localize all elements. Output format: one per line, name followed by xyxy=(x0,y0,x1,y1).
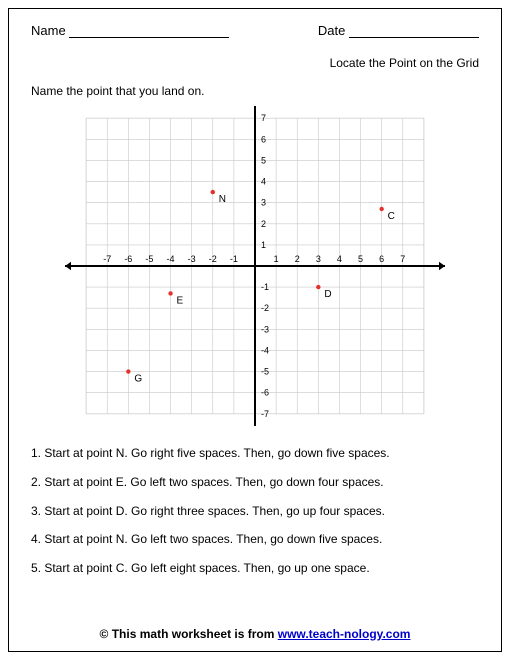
worksheet-sheet: Name Date Locate the Point on the Grid N… xyxy=(8,8,502,652)
question-item: 1. Start at point N. Go right five space… xyxy=(31,445,479,462)
prompt-text: Name the point that you land on. xyxy=(31,84,479,98)
footer-text: © This math worksheet is from xyxy=(100,627,278,641)
svg-text:2: 2 xyxy=(261,219,266,229)
coordinate-grid: -7 -6 -5 -4 -3 -2 -1 1 2 3 4 5 6 7 -7 -6 -5 -4 -3 -2 -1 1 2 3 4 5… xyxy=(55,106,455,429)
grid-svg: -7 -6 -5 -4 -3 -2 -1 1 2 3 4 5 6 7 -7 -6 -5 -4 -3 -2 -1 1 2 3 4 5… xyxy=(55,106,455,426)
svg-text:N: N xyxy=(219,194,226,205)
footer: © This math worksheet is from www.teach-… xyxy=(9,627,501,641)
svg-text:4: 4 xyxy=(337,254,342,264)
svg-text:G: G xyxy=(134,374,142,385)
date-label: Date xyxy=(318,23,345,38)
svg-text:-3: -3 xyxy=(188,254,196,264)
name-blank xyxy=(69,37,229,38)
question-item: 4. Start at point N. Go left two spaces.… xyxy=(31,531,479,548)
footer-link[interactable]: www.teach-nology.com xyxy=(278,627,411,641)
question-item: 5. Start at point C. Go left eight space… xyxy=(31,560,479,577)
svg-text:-2: -2 xyxy=(209,254,217,264)
svg-text:7: 7 xyxy=(400,254,405,264)
svg-text:3: 3 xyxy=(316,254,321,264)
svg-text:-7: -7 xyxy=(261,409,269,419)
date-blank xyxy=(349,37,479,38)
svg-text:-1: -1 xyxy=(261,282,269,292)
date-field: Date xyxy=(318,23,479,38)
svg-text:-3: -3 xyxy=(261,324,269,334)
question-list: 1. Start at point N. Go right five space… xyxy=(31,445,479,577)
svg-text:-5: -5 xyxy=(261,367,269,377)
svg-text:D: D xyxy=(324,289,331,300)
svg-text:-4: -4 xyxy=(261,345,269,355)
name-field: Name xyxy=(31,23,229,38)
svg-text:-6: -6 xyxy=(261,388,269,398)
svg-text:1: 1 xyxy=(261,240,266,250)
svg-text:5: 5 xyxy=(261,155,266,165)
svg-text:-2: -2 xyxy=(261,303,269,313)
header-row: Name Date xyxy=(31,23,479,38)
worksheet-title: Locate the Point on the Grid xyxy=(31,56,479,70)
svg-text:1: 1 xyxy=(274,254,279,264)
question-item: 3. Start at point D. Go right three spac… xyxy=(31,503,479,520)
svg-text:5: 5 xyxy=(358,254,363,264)
svg-text:3: 3 xyxy=(261,198,266,208)
svg-text:-6: -6 xyxy=(124,254,132,264)
svg-text:6: 6 xyxy=(261,134,266,144)
svg-text:-1: -1 xyxy=(230,254,238,264)
svg-text:-5: -5 xyxy=(145,254,153,264)
svg-text:-4: -4 xyxy=(167,254,175,264)
svg-text:C: C xyxy=(388,211,395,222)
name-label: Name xyxy=(31,23,66,38)
svg-text:4: 4 xyxy=(261,177,266,187)
svg-text:6: 6 xyxy=(379,254,384,264)
question-item: 2. Start at point E. Go left two spaces.… xyxy=(31,474,479,491)
svg-text:E: E xyxy=(177,295,184,306)
svg-text:7: 7 xyxy=(261,113,266,123)
svg-text:2: 2 xyxy=(295,254,300,264)
svg-text:-7: -7 xyxy=(103,254,111,264)
